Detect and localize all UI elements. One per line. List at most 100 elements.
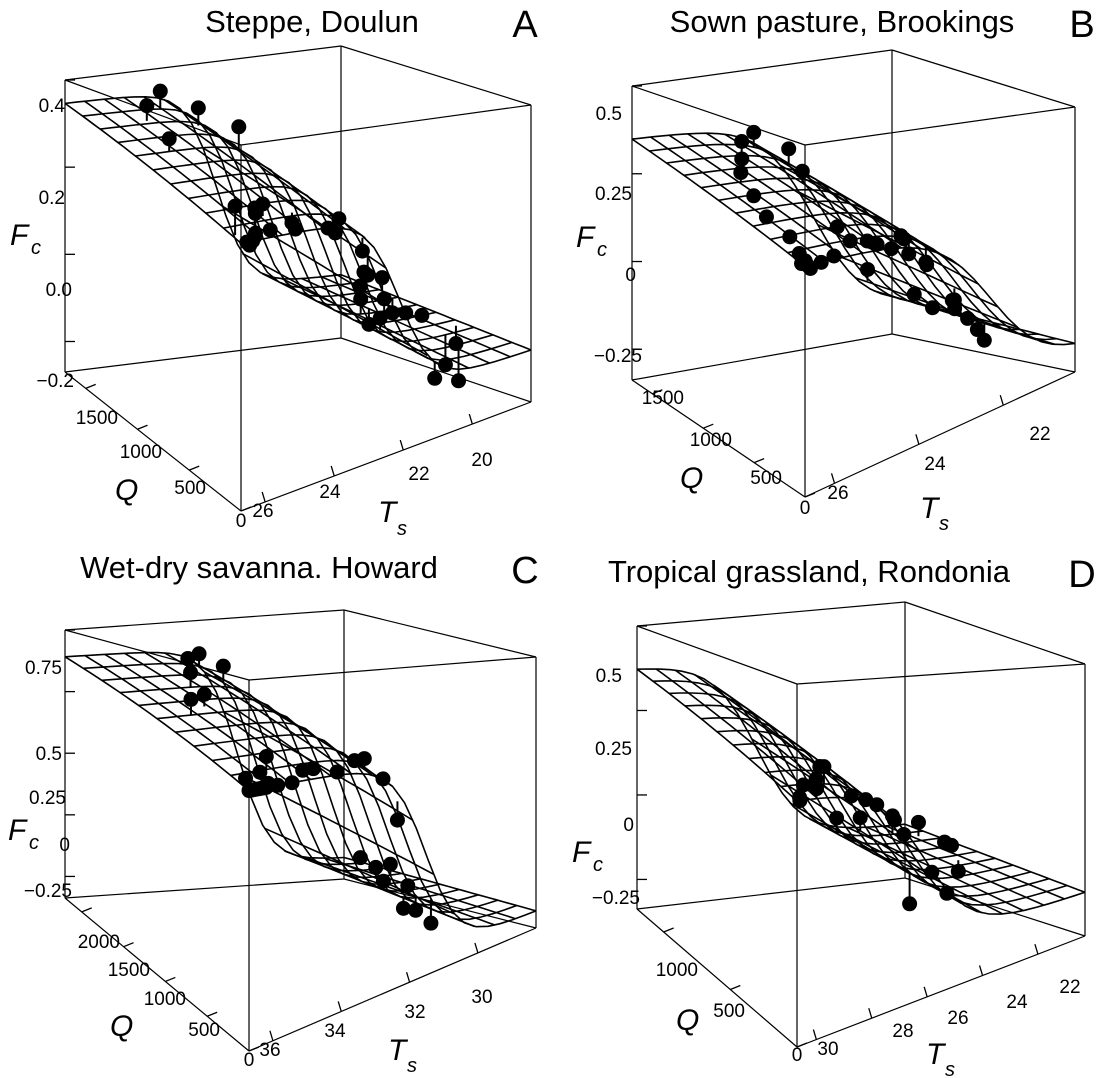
panel-a-t-tickmark bbox=[468, 413, 473, 425]
panel-c-q-axis-label: Q bbox=[110, 1010, 133, 1043]
panel-b-f-tick: 0.25 bbox=[595, 184, 632, 205]
panel-c-f-tick: −0.25 bbox=[24, 881, 72, 902]
panel-d-data-point bbox=[924, 864, 940, 880]
panel-c-data-point bbox=[183, 665, 199, 681]
panel-a-data-point bbox=[284, 215, 300, 231]
panel-b-t-tick: 22 bbox=[1029, 424, 1050, 445]
panel-d-points bbox=[792, 759, 966, 912]
panel-b-q-axis-label: Q bbox=[680, 462, 703, 495]
panel-c-data-point bbox=[284, 775, 300, 791]
panel-a-surface-mesh bbox=[64, 95, 532, 371]
panel-c-f-axis-subscript: c bbox=[29, 832, 39, 854]
panel-a-mesh-line-t bbox=[261, 272, 449, 370]
panel-d-data-point bbox=[816, 759, 832, 775]
panel-c-data-point bbox=[180, 650, 196, 666]
panel-b-box-edge bbox=[631, 379, 806, 498]
panel-b-data-point bbox=[901, 246, 917, 262]
panel-a-mesh-line-t bbox=[202, 147, 387, 269]
panel-b-t-tickmark bbox=[915, 434, 920, 445]
panel-d-mesh-line-t bbox=[636, 668, 798, 802]
panel-b-data-point bbox=[960, 310, 976, 326]
panel-b-q-tickmark bbox=[702, 423, 714, 429]
panel-a-data-point bbox=[161, 131, 177, 147]
panel-a-data-point bbox=[247, 200, 263, 216]
panel-c-mesh-line-t bbox=[64, 656, 250, 792]
panel-c-data-point bbox=[295, 762, 311, 778]
panel-a-q-tick: 1500 bbox=[76, 408, 118, 429]
panel-d-letter: D bbox=[1068, 554, 1095, 596]
panel-b-mesh-line-t bbox=[742, 137, 922, 250]
panel-d-q-ticks: 0 500 1000 bbox=[656, 960, 803, 1066]
panel-d-mesh-line-t bbox=[693, 673, 860, 801]
panel-c-letter: C bbox=[511, 550, 538, 592]
panel-c-data-point bbox=[238, 770, 254, 786]
panel-b-title: Sown pasture, Brookings bbox=[670, 4, 1015, 39]
panel-a-f-axis-subscript: c bbox=[31, 237, 41, 259]
panel-c-data-point bbox=[252, 764, 268, 780]
panel-a-q-tick: 0 bbox=[236, 511, 247, 532]
panel-a-title: Steppe, Doulun bbox=[205, 4, 419, 39]
panel-a-t-tick: 26 bbox=[252, 501, 273, 522]
panel-d-t-tickmark bbox=[812, 1029, 818, 1040]
panel-d-t-ticks: 30 28 26 24 22 bbox=[817, 977, 1080, 1060]
panel-b-mesh-line-t bbox=[705, 132, 883, 251]
panel-d-mesh-line-q bbox=[700, 716, 978, 862]
panel-b-mesh-line-t bbox=[724, 133, 902, 249]
panel-c-surface-mesh bbox=[64, 651, 537, 928]
panel-a-points bbox=[139, 83, 467, 389]
panel-d-data-point bbox=[910, 814, 926, 830]
panel-d-data-point bbox=[852, 810, 868, 826]
panel-b-f-tick: 0 bbox=[625, 265, 636, 286]
panel-c-f-tick: 0.5 bbox=[36, 744, 62, 765]
panel-b-q-ticks: 0 500 1000 1500 bbox=[642, 388, 811, 519]
panel-a-data-point bbox=[353, 291, 369, 307]
panel-d-t-tick: 22 bbox=[1059, 977, 1080, 998]
panel-b-f-tick: 0.5 bbox=[596, 104, 622, 125]
panel-b-t-tickmark bbox=[830, 473, 836, 484]
panel-b-data-point bbox=[782, 229, 798, 245]
panel-a-box-edge bbox=[64, 371, 242, 512]
panel-a-mesh-line-t bbox=[222, 205, 408, 319]
panel-a-box-edge bbox=[64, 45, 342, 81]
panel-b-data-point bbox=[813, 254, 829, 270]
panel-b-data-point bbox=[746, 188, 762, 204]
panel-b-q-tickmark bbox=[652, 389, 663, 395]
panel-b-data-point bbox=[859, 233, 875, 249]
panel-c-data-point bbox=[196, 686, 212, 702]
panel-a-q-tickmark bbox=[188, 465, 200, 471]
panel-c-t-ticks: 36 34 32 30 bbox=[259, 987, 492, 1061]
panel-a-data-point bbox=[414, 307, 430, 323]
panel-a-f-ticks: 0.4 0.2 0.0 −0.2 bbox=[36, 96, 74, 392]
panel-a-data-point bbox=[354, 243, 370, 259]
panel-c-data-point bbox=[382, 856, 398, 872]
panel-c-t-axis-label: T bbox=[388, 1034, 409, 1067]
panel-a-q-tickmark bbox=[137, 424, 148, 430]
panel-d-t-tickmark bbox=[868, 1007, 873, 1019]
panel-d-t-tick: 28 bbox=[892, 1021, 913, 1042]
panel-c-mesh-line-q bbox=[248, 772, 537, 928]
panel-a-data-point bbox=[361, 316, 377, 332]
panel-b-q-tick: 0 bbox=[800, 498, 811, 519]
panel-b-data-point bbox=[746, 124, 762, 140]
panel-c-f-ticks: 0.75 0.5 0.25 0 −0.25 bbox=[24, 658, 72, 902]
panel-c-t-tickmark bbox=[405, 971, 411, 983]
panel-c-q-tick: 2000 bbox=[78, 932, 120, 953]
panel-c-t-tick: 32 bbox=[404, 1002, 425, 1023]
panel-a-box-edge bbox=[64, 337, 342, 373]
panel-a-data-point bbox=[372, 310, 388, 326]
panel-c-box-edge bbox=[64, 609, 345, 631]
panel-a-t-tickmark bbox=[261, 491, 266, 503]
panel-a-data-point bbox=[451, 373, 467, 389]
panel-b-t-ticks: 26 24 22 bbox=[827, 424, 1050, 504]
panel-d-f-tick: 0 bbox=[623, 815, 634, 836]
panel-d-mesh-line-t bbox=[904, 823, 1086, 894]
panel-a-box-edge bbox=[340, 337, 532, 403]
panel-d-q-tickmark bbox=[730, 984, 741, 991]
panel-d: Tropical grassland, Rondonia D 0.5 0.25 … bbox=[572, 554, 1096, 1078]
panel-d-t-tickmark bbox=[923, 986, 928, 998]
panel-b-data-point bbox=[829, 219, 845, 235]
panel-b-data-point bbox=[906, 286, 922, 302]
panel-c: Wet-dry savanna. Howard C 0.75 0.5 0.25 … bbox=[8, 550, 539, 1077]
panel-c-title: Wet-dry savanna. Howard bbox=[80, 550, 438, 585]
panel-d-box-edge bbox=[796, 935, 1086, 1048]
